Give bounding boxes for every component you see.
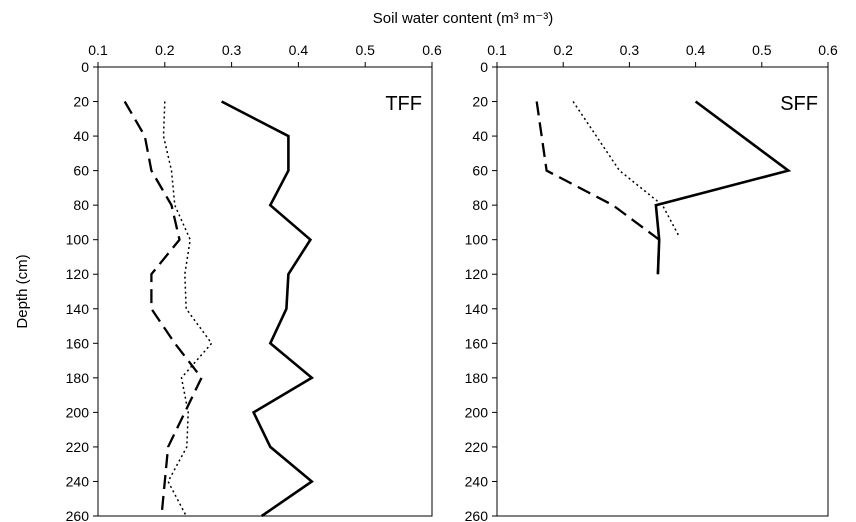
x-tick-label: 0.1 (487, 42, 507, 58)
x-tick-label: 0.6 (818, 42, 838, 58)
x-tick-label: 0.5 (752, 42, 772, 58)
y-tick-label: 20 (73, 94, 89, 110)
y-tick-label: 40 (73, 128, 89, 144)
x-tick-label: 0.2 (155, 42, 175, 58)
plot-frame (97, 66, 433, 517)
y-tick-label: 80 (472, 197, 488, 213)
y-tick-label: 40 (472, 128, 488, 144)
y-tick-label: 0 (480, 59, 488, 75)
y-tick-label: 100 (465, 232, 489, 248)
series-line-dotted (572, 101, 680, 237)
plot-frame (496, 66, 829, 517)
y-tick-label: 200 (66, 404, 90, 420)
x-tick-label: 0.2 (553, 42, 573, 58)
x-tick-label: 0.3 (620, 42, 640, 58)
y-tick-label: 20 (472, 94, 488, 110)
y-tick-label: 120 (66, 266, 90, 282)
panel-tff: 0.1 0.2 0.3 0.4 0.5 0.6 0 20 40 60 80 100 120 140 160 1… (66, 42, 442, 522)
y-tick-label: 160 (66, 335, 90, 351)
series-line-solid (654, 100, 792, 275)
x-axis-title: Soil water content (m³ m⁻³) (373, 10, 553, 27)
x-tick-label: 0.6 (422, 42, 442, 58)
y-tick-label: 220 (465, 439, 489, 455)
x-tick-label: 0.5 (355, 42, 375, 58)
y-tick-label: 140 (465, 301, 489, 317)
y-tick-label: 260 (66, 508, 90, 522)
y-tick-label: 140 (66, 301, 90, 317)
series-line-solid (221, 100, 315, 518)
y-tick-label: 0 (81, 59, 89, 75)
series-line-dotted (162, 101, 213, 517)
y-tick-label: 60 (472, 163, 488, 179)
y-tick-label: 240 (66, 473, 90, 489)
series-line-dashed (535, 101, 661, 275)
y-tick-label: 180 (465, 370, 489, 386)
y-tick-label: 180 (66, 370, 90, 386)
x-tick-label: 0.3 (222, 42, 242, 58)
y-axis-title: Depth (cm) (14, 254, 31, 328)
y-tick-label: 120 (465, 266, 489, 282)
x-tick-label: 0.4 (686, 42, 706, 58)
y-tick-label: 100 (66, 232, 90, 248)
y-tick-label: 220 (66, 439, 90, 455)
y-tick-label: 60 (73, 163, 89, 179)
x-tick-label: 0.1 (88, 42, 108, 58)
panel-sff: 0.1 0.2 0.3 0.4 0.5 0.6 0 20 40 60 80 100 120 140 160 1… (465, 42, 838, 522)
series-line-dashed (123, 100, 203, 517)
x-tick-label: 0.4 (289, 42, 309, 58)
y-tick-label: 80 (73, 197, 89, 213)
y-tick-label: 240 (465, 473, 489, 489)
panel-label: SFF (780, 93, 818, 115)
y-tick-label: 260 (465, 508, 489, 522)
panel-label: TFF (385, 93, 422, 115)
y-tick-label: 200 (465, 404, 489, 420)
y-tick-label: 160 (465, 335, 489, 351)
